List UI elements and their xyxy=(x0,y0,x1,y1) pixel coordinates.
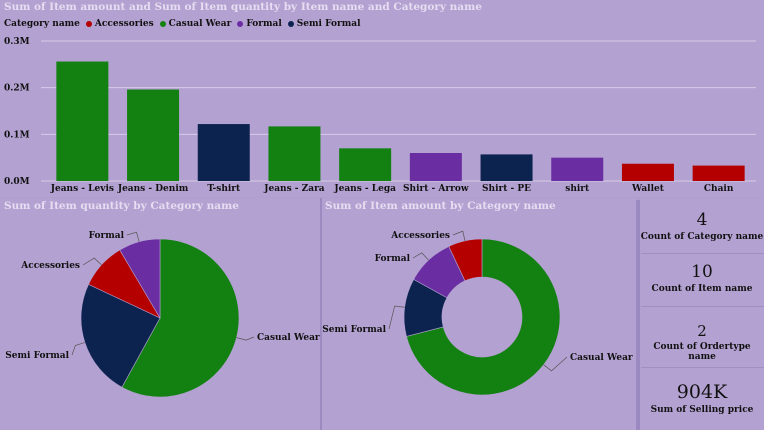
legend-dot-semi-formal xyxy=(287,21,294,27)
bar-chart: 0.0M 0.1M 0.2M 0.3M Jeans - Levis Jeans - Den… xyxy=(4,37,756,194)
legend-item-casual-wear[interactable]: Casual Wear xyxy=(159,19,232,29)
slice-label: Casual Wear xyxy=(570,353,633,363)
x-tick-label: Shirt - PE xyxy=(482,184,531,194)
legend-item-accessories[interactable]: Accessories xyxy=(85,19,154,29)
card-divider xyxy=(641,253,764,254)
bar[interactable] xyxy=(197,124,250,181)
kpi-card-ordertype-count: 2 Count of Ordertype name xyxy=(640,322,764,362)
legend-dot-casual-wear xyxy=(159,21,166,27)
slice-label: Semi Formal xyxy=(5,351,69,361)
x-tick-label: Jeans - Denim xyxy=(117,184,189,194)
bar[interactable] xyxy=(339,148,392,181)
leader-line xyxy=(82,257,102,266)
y-tick-label: 0.3M xyxy=(4,37,30,47)
pie-chart: Casual Wear Semi Formal Accessories Formal xyxy=(5,231,320,398)
leader-line xyxy=(71,342,85,356)
slice-label: Accessories xyxy=(20,261,80,271)
x-tick-label: Shirt - Arrow xyxy=(403,184,469,194)
pie-slice[interactable] xyxy=(121,238,240,398)
x-tick-label: T-shirt xyxy=(207,184,241,194)
legend-label-formal: Formal xyxy=(246,19,282,29)
leader-line xyxy=(543,356,568,372)
bar[interactable] xyxy=(409,153,462,181)
kpi-label: Count of Ordertype name xyxy=(653,342,751,362)
bar[interactable] xyxy=(551,157,604,181)
y-tick-label: 0.1M xyxy=(4,130,30,140)
kpi-cards-panel xyxy=(640,198,764,430)
legend-dot-formal xyxy=(237,21,244,27)
divider-right xyxy=(636,200,640,430)
slice-label: Formal xyxy=(89,231,125,241)
kpi-card-item-count: 10 Count of Item name xyxy=(640,262,764,294)
legend-item-formal[interactable]: Formal xyxy=(237,19,282,29)
leader-line xyxy=(388,305,405,330)
pie-slice[interactable] xyxy=(80,283,161,388)
legend-title: Category name xyxy=(4,19,80,29)
legend-label-accessories: Accessories xyxy=(94,19,154,29)
kpi-value: 2 xyxy=(697,322,707,340)
pie-slice[interactable] xyxy=(406,238,561,396)
kpi-card-category-count: 4 Count of Category name xyxy=(640,210,764,242)
bar[interactable] xyxy=(56,61,109,181)
legend-item-semi-formal[interactable]: Semi Formal xyxy=(287,19,361,29)
kpi-value: 10 xyxy=(691,262,713,282)
x-tick-label: Jeans - Zara xyxy=(263,184,325,194)
pie-chart-panel: Sum of Item quantity by Category name Ca… xyxy=(0,198,320,430)
bar[interactable] xyxy=(692,165,745,181)
slice-label: Casual Wear xyxy=(257,333,320,343)
x-tick-label: Jeans - Lega xyxy=(333,184,396,194)
legend-label-semi-formal: Semi Formal xyxy=(296,19,361,29)
x-tick-label: Jeans - Levis xyxy=(50,184,114,194)
slice-label: Formal xyxy=(375,254,411,264)
bar-chart-panel: Sum of Item amount and Sum of Item quant… xyxy=(0,0,764,197)
bar-chart-title: Sum of Item amount and Sum of Item quant… xyxy=(4,1,482,13)
leader-line xyxy=(126,231,140,242)
donut-chart-title: Sum of Item amount by Category name xyxy=(325,200,556,212)
bar[interactable] xyxy=(480,154,533,181)
bar[interactable] xyxy=(621,163,674,181)
x-tick-label: shirt xyxy=(565,184,590,194)
leader-line xyxy=(452,230,466,241)
leader-line xyxy=(236,336,255,341)
pie-slice[interactable] xyxy=(448,238,483,282)
bar[interactable] xyxy=(127,89,180,181)
kpi-label: Count of Category name xyxy=(640,232,764,242)
legend-label-casual-wear: Casual Wear xyxy=(168,19,232,29)
pie-slice[interactable] xyxy=(119,238,161,320)
kpi-value: 4 xyxy=(696,210,708,230)
bar[interactable] xyxy=(268,126,321,181)
slice-label: Accessories xyxy=(390,231,450,241)
pie-chart-title: Sum of Item quantity by Category name xyxy=(4,200,239,212)
legend-dot-accessories xyxy=(85,21,92,27)
y-tick-label: 0.0M xyxy=(4,177,30,187)
x-tick-label: Wallet xyxy=(631,184,665,194)
divider-left xyxy=(320,198,322,430)
y-tick-label: 0.2M xyxy=(4,84,30,94)
card-divider xyxy=(641,367,764,368)
donut-chart: Casual Wear Semi Formal Formal Accessories xyxy=(322,230,633,396)
x-tick-label: Chain xyxy=(704,184,734,194)
slice-label: Semi Formal xyxy=(322,325,386,335)
kpi-value: 904K xyxy=(676,381,728,403)
kpi-label: Sum of Selling price xyxy=(650,405,754,415)
kpi-label: Count of Item name xyxy=(651,284,753,294)
leader-line xyxy=(412,252,429,261)
card-divider xyxy=(641,306,764,307)
bar-chart-legend: Category name Accessories Casual Wear Fo… xyxy=(4,19,360,29)
kpi-card-selling-price: 904K Sum of Selling price xyxy=(640,381,764,415)
donut-chart-panel: Sum of Item amount by Category name Casu… xyxy=(322,198,636,430)
